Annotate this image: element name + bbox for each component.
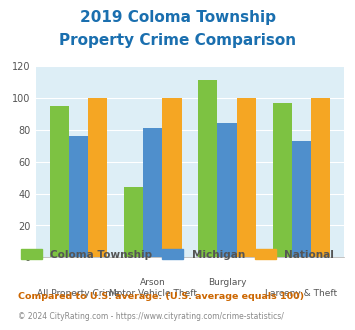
Legend: Coloma Township, Michigan, National: Coloma Township, Michigan, National <box>17 245 338 264</box>
Bar <box>311 98 330 257</box>
Text: Larceny & Theft: Larceny & Theft <box>266 289 338 298</box>
Text: Burglary: Burglary <box>208 278 246 287</box>
Bar <box>162 98 182 257</box>
Bar <box>143 128 162 257</box>
Bar <box>237 98 256 257</box>
Text: Motor Vehicle Theft: Motor Vehicle Theft <box>109 289 197 298</box>
Bar <box>69 136 88 257</box>
Bar <box>50 106 69 257</box>
Text: All Property Crime: All Property Crime <box>37 289 120 298</box>
Bar <box>292 141 311 257</box>
Bar <box>124 187 143 257</box>
Bar <box>88 98 107 257</box>
Text: 2019 Coloma Township: 2019 Coloma Township <box>80 10 275 25</box>
Text: Property Crime Comparison: Property Crime Comparison <box>59 33 296 48</box>
Bar <box>218 123 237 257</box>
Text: Compared to U.S. average. (U.S. average equals 100): Compared to U.S. average. (U.S. average … <box>18 292 304 301</box>
Text: © 2024 CityRating.com - https://www.cityrating.com/crime-statistics/: © 2024 CityRating.com - https://www.city… <box>18 312 284 321</box>
Bar <box>273 103 292 257</box>
Bar <box>198 81 218 257</box>
Text: Arson: Arson <box>140 278 166 287</box>
